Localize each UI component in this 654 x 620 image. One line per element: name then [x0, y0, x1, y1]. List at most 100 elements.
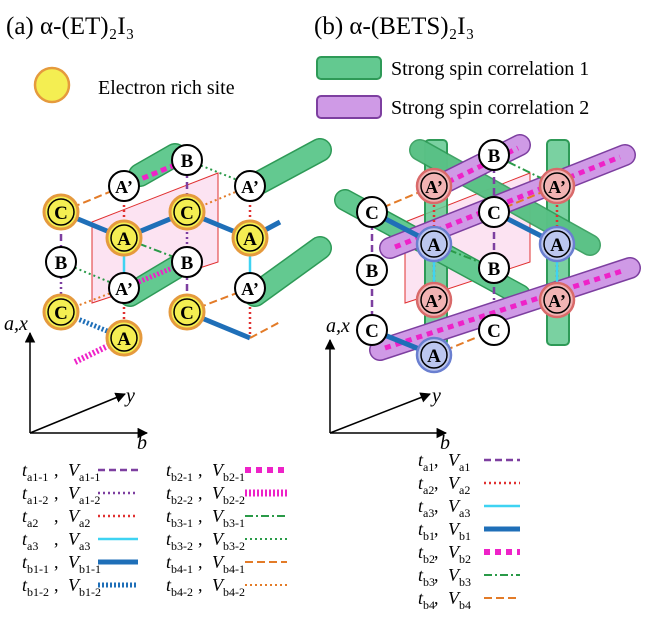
svg-text:ta1: ta1 — [418, 450, 434, 474]
svg-text:ta2: ta2 — [418, 473, 434, 497]
panel-b-title: (b) α-(BETS)₂I₃ — [314, 13, 474, 40]
svg-text:Vb4: Vb4 — [448, 588, 471, 612]
svg-text:,: , — [54, 460, 59, 480]
svg-text:,: , — [434, 519, 439, 539]
svg-text:Va2: Va2 — [68, 506, 90, 530]
svg-text:,: , — [54, 552, 59, 572]
site-label: A — [117, 229, 131, 250]
legend-row: tb2, Vb2 — [418, 542, 520, 566]
legend-row: ta1-2, Va1-2 — [22, 483, 138, 507]
site-A: A — [105, 319, 143, 357]
svg-text:ta1-2: ta1-2 — [22, 483, 48, 507]
svg-text:Vb4-2: Vb4-2 — [212, 575, 245, 599]
site-label: A’ — [241, 279, 259, 299]
site-B: B — [478, 139, 510, 171]
legend-row: ta3, Va3 — [22, 529, 138, 553]
axis-label-b: b — [440, 432, 450, 454]
svg-text:ta3: ta3 — [22, 529, 38, 553]
svg-text:,: , — [434, 473, 439, 493]
legend-row: ta1-1, Va1-1 — [22, 460, 138, 484]
site-label: A’ — [115, 279, 133, 299]
svg-text:Vb3-1: Vb3-1 — [212, 506, 245, 530]
svg-text:tb1-2: tb1-2 — [22, 575, 49, 599]
site-label: B — [55, 253, 68, 274]
site-label: B — [181, 151, 194, 172]
site-label: C — [487, 321, 501, 342]
site-A-prime: A’ — [538, 281, 576, 319]
panel-a-title: (a) α-(ET)₂I₃ — [6, 13, 134, 40]
site-C: C — [42, 193, 80, 231]
svg-text:,: , — [434, 450, 439, 470]
legend-electron-rich: Electron rich site — [98, 77, 235, 99]
site-A-prime: A’ — [234, 170, 266, 202]
axis-y — [29, 392, 126, 434]
site-B: B — [45, 246, 77, 278]
svg-text:Vb1-2: Vb1-2 — [68, 575, 101, 599]
svg-text:,: , — [54, 529, 59, 549]
site-label: A’ — [425, 177, 443, 197]
site-B: B — [478, 252, 510, 284]
svg-text:tb1-1: tb1-1 — [22, 552, 49, 576]
svg-text:tb3-2: tb3-2 — [166, 529, 193, 553]
axis-y — [329, 392, 431, 434]
site-label: A’ — [115, 177, 133, 197]
site-A: A — [538, 225, 576, 263]
svg-text:Vb2: Vb2 — [448, 542, 471, 566]
purple-bar-legend-icon — [316, 95, 382, 119]
site-C: C — [478, 196, 510, 228]
site-label: A — [117, 329, 131, 350]
svg-text:,: , — [54, 506, 59, 526]
site-A-prime: A’ — [415, 167, 453, 205]
site-A: A — [105, 219, 143, 257]
site-A: A — [415, 225, 453, 263]
legend-corr2: Strong spin correlation 2 — [391, 97, 589, 119]
site-label: C — [54, 303, 68, 324]
svg-text:,: , — [198, 483, 203, 503]
svg-text:Vb2-1: Vb2-1 — [212, 460, 245, 484]
legend-row: tb3-2, Vb3-2 — [166, 529, 287, 553]
site-label: A’ — [425, 291, 443, 311]
site-B: B — [171, 246, 203, 278]
svg-text:Va1-2: Va1-2 — [68, 483, 100, 507]
site-B: B — [356, 254, 388, 286]
svg-text:Va1: Va1 — [448, 450, 470, 474]
svg-text:ta2: ta2 — [22, 506, 38, 530]
legend-row: tb4-1, Vb4-1 — [166, 552, 287, 576]
site-C: C — [478, 314, 510, 346]
site-A: A — [231, 219, 269, 257]
legend-row: tb4, Vb4 — [418, 588, 520, 612]
electron-rich-legend-icon — [33, 66, 71, 104]
svg-text:Va1-1: Va1-1 — [68, 460, 100, 484]
svg-text:,: , — [434, 542, 439, 562]
svg-text:tb2-1: tb2-1 — [166, 460, 193, 484]
svg-text:Vb1-1: Vb1-1 — [68, 552, 101, 576]
green-bar-legend-icon — [316, 56, 382, 80]
site-A-prime: A’ — [108, 272, 140, 304]
legend-row: ta2, Va2 — [22, 506, 138, 530]
site-C: C — [356, 314, 388, 346]
svg-text:ta1-1: ta1-1 — [22, 460, 48, 484]
svg-text:,: , — [54, 483, 59, 503]
legend-row: tb4-2, Vb4-2 — [166, 575, 287, 599]
site-label: A — [243, 229, 257, 250]
site-label: B — [181, 253, 194, 274]
svg-text:,: , — [198, 506, 203, 526]
legend-row: ta2, Va2 — [418, 473, 520, 497]
svg-text:,: , — [434, 565, 439, 585]
site-label: C — [180, 203, 194, 224]
site-C: C — [356, 196, 388, 228]
legend-row: tb3, Vb3 — [418, 565, 520, 589]
site-label: C — [180, 303, 194, 324]
axis-label-b: b — [137, 432, 147, 454]
legend-row: tb2-2, Vb2-2 — [166, 483, 287, 507]
site-label: B — [488, 146, 501, 167]
site-C: C — [168, 293, 206, 331]
site-A-prime: A’ — [415, 281, 453, 319]
legend-row: ta3, Va3 — [418, 496, 520, 520]
axis-label-y: y — [430, 385, 441, 407]
svg-text:,: , — [198, 529, 203, 549]
svg-text:,: , — [198, 552, 203, 572]
svg-text:tb4-2: tb4-2 — [166, 575, 193, 599]
axis-label-ax: a,x — [326, 315, 350, 337]
